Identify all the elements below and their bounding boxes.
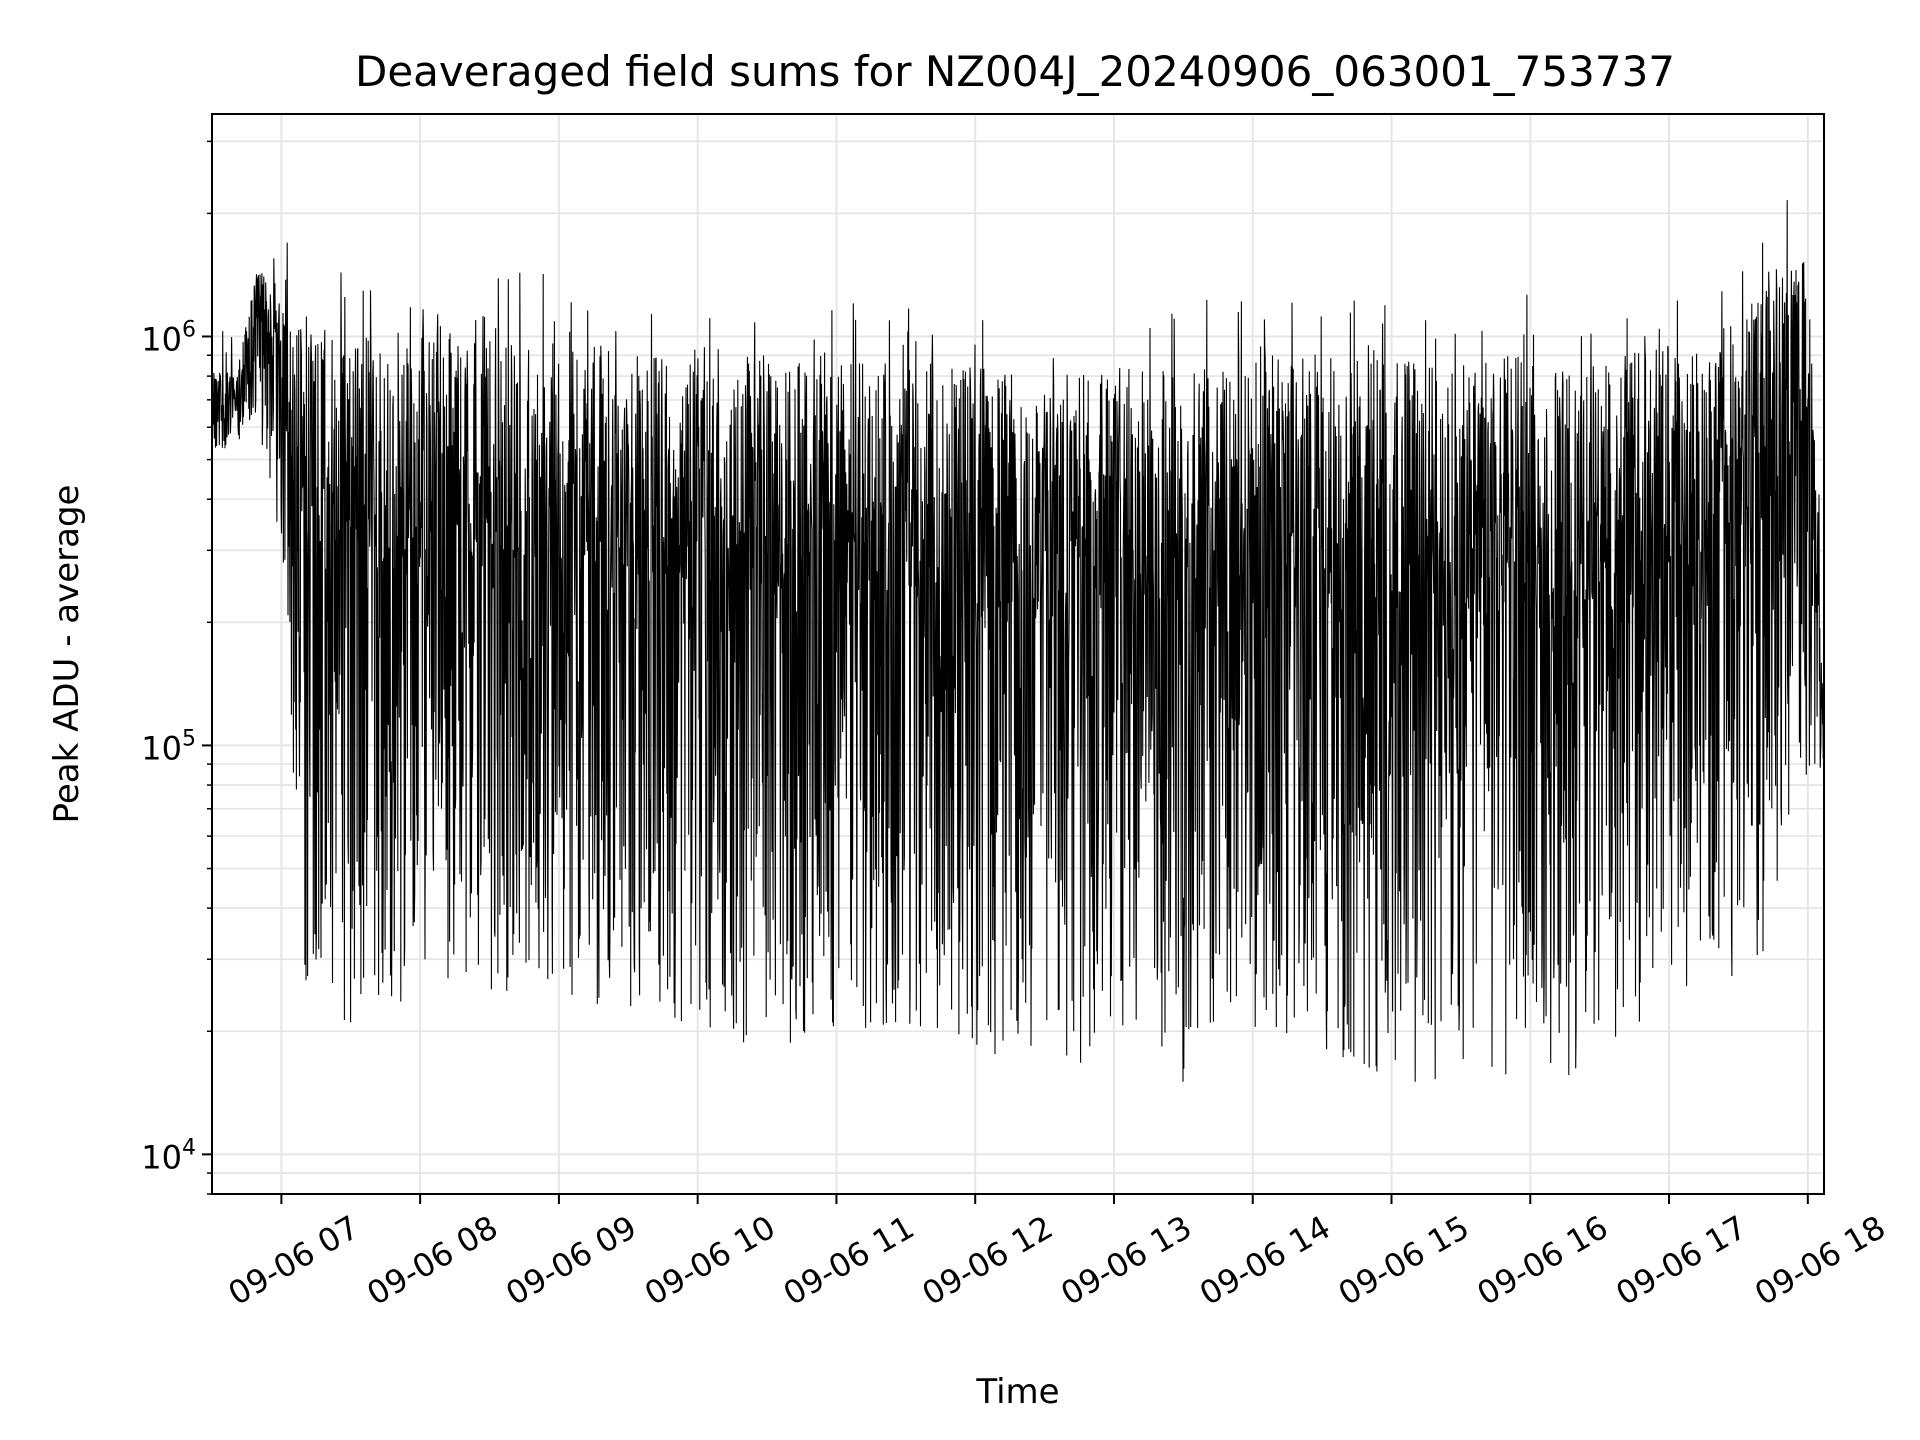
y-tick-label: 106 [141, 317, 196, 358]
plot-area [212, 200, 1824, 1082]
x-axis-title: Time [975, 1372, 1059, 1412]
y-tick-label: 104 [141, 1135, 196, 1176]
y-tick-label: 105 [141, 726, 196, 767]
y-axis: 104 105 106 [141, 140, 212, 1195]
series-line [212, 200, 1824, 1082]
chart-title: Deaveraged field sums for NZ004J_2024090… [355, 47, 1675, 96]
y-axis-title: Peak ADU - average [47, 485, 87, 824]
plot-frame [211, 113, 1825, 1195]
